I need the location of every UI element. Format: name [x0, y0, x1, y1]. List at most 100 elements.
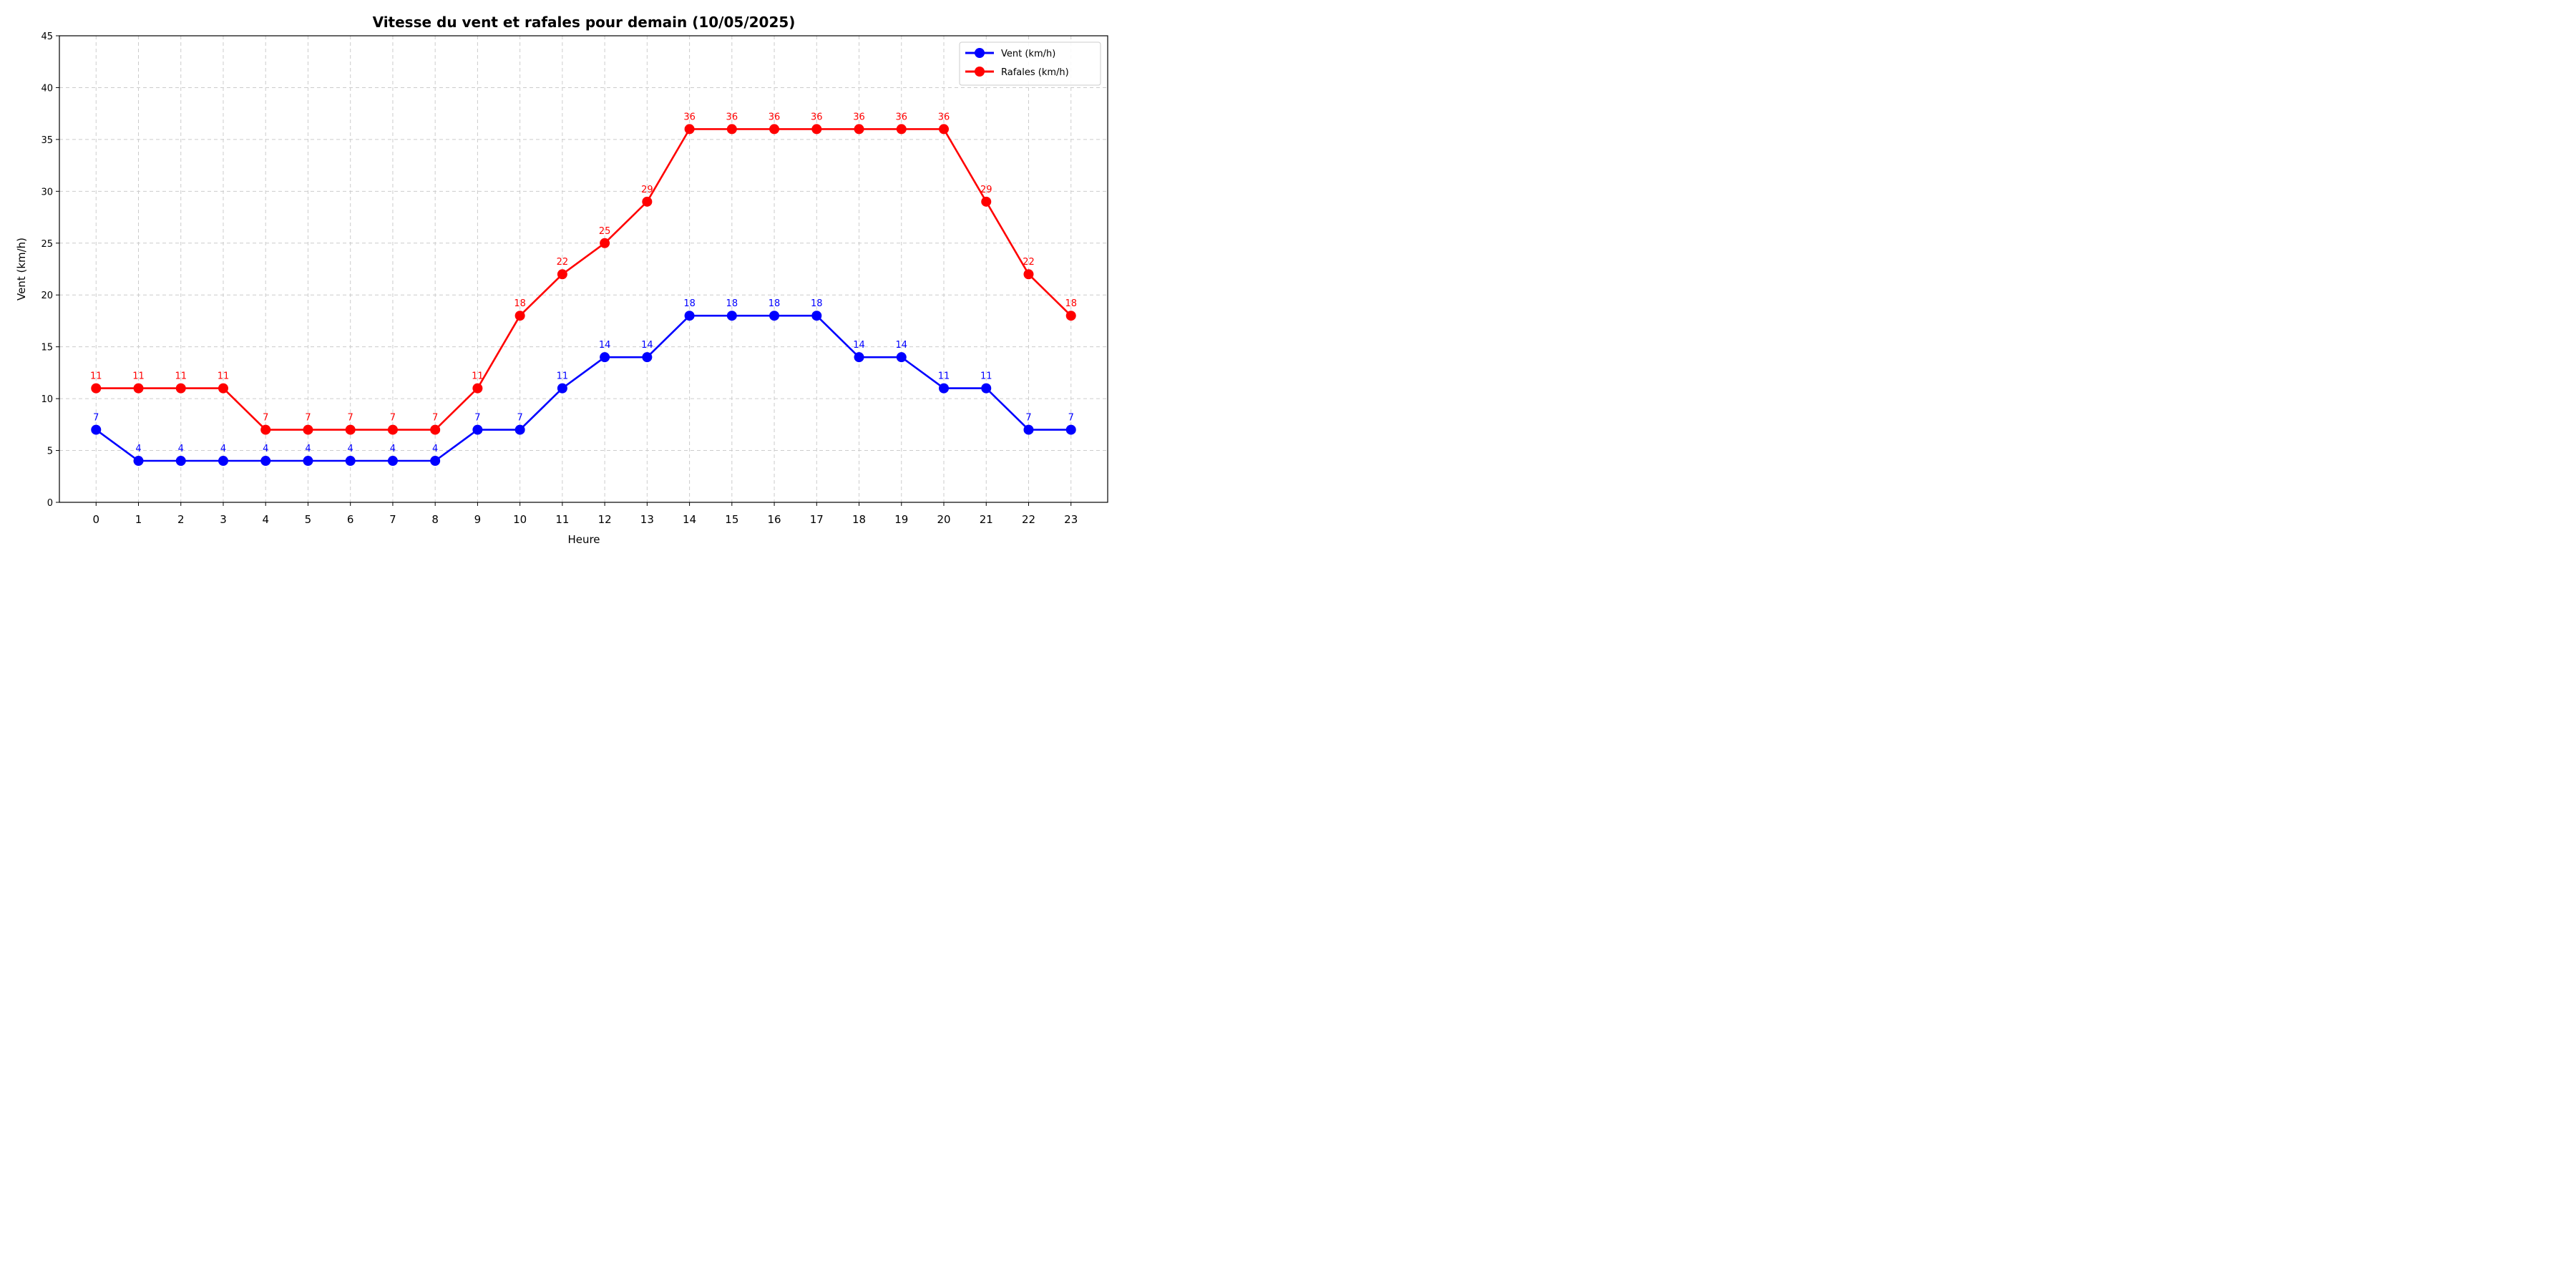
data-point-vent: [769, 311, 780, 321]
y-tick-label: 25: [41, 239, 53, 250]
data-label-rafales: 7: [390, 413, 396, 424]
data-label-rafales: 22: [557, 257, 569, 268]
data-point-rafales: [769, 124, 780, 135]
data-label-vent: 18: [683, 298, 696, 309]
y-tick-label: 10: [41, 394, 53, 405]
series-line-rafales: [96, 128, 1072, 431]
data-point-rafales: [387, 424, 398, 435]
data-label-rafales: 11: [472, 371, 484, 382]
x-tick-label: 13: [640, 513, 654, 526]
x-tick-label: 22: [1022, 513, 1035, 526]
y-tick-label: 35: [41, 135, 53, 146]
data-label-vent: 14: [896, 340, 908, 351]
chart-background: [0, 0, 1122, 561]
data-point-vent: [1065, 424, 1076, 435]
data-point-rafales: [472, 383, 483, 394]
data-point-rafales: [303, 424, 313, 435]
x-tick-label: 16: [768, 513, 781, 526]
data-point-vent: [133, 456, 144, 467]
data-label-vent: 18: [811, 298, 823, 309]
data-label-rafales: 11: [218, 371, 230, 382]
data-label-vent: 7: [517, 413, 523, 424]
data-label-rafales: 7: [432, 413, 438, 424]
legend-box: [959, 42, 1101, 86]
data-point-rafales: [684, 124, 695, 135]
data-point-rafales: [811, 124, 822, 135]
data-point-vent: [387, 456, 398, 467]
data-label-rafales: 29: [980, 185, 992, 195]
x-tick-label: 6: [347, 513, 354, 526]
data-label-vent: 7: [1025, 413, 1031, 424]
data-label-rafales: 36: [683, 112, 696, 122]
data-label-rafales: 18: [514, 298, 526, 309]
data-point-rafales: [175, 383, 186, 394]
x-tick-label: 2: [177, 513, 185, 526]
data-point-vent: [642, 352, 653, 363]
data-point-vent: [345, 456, 356, 467]
x-tick-label: 19: [894, 513, 908, 526]
legend: Vent (km/h) Rafales (km/h): [959, 42, 1101, 86]
data-point-rafales: [642, 196, 653, 207]
data-point-rafales: [557, 269, 567, 280]
x-tick-label: 7: [389, 513, 396, 526]
plot-frame: [59, 35, 1108, 503]
series-vent: 7 4 4 4 4 4 4 4 4 7 7 11 14 14 18 18 18 18 14 14 11 11 7 7: [91, 298, 1076, 467]
y-axis-ticks: 0 5 10 15 20 25 30 35 40 45: [41, 31, 59, 509]
data-label-vent: 4: [390, 444, 396, 454]
data-label-rafales: 29: [641, 185, 653, 195]
x-tick-label: 20: [937, 513, 950, 526]
data-label-rafales: 36: [896, 112, 908, 122]
data-label-rafales: 25: [599, 226, 611, 237]
data-point-rafales: [345, 424, 356, 435]
data-label-vent: 11: [557, 371, 569, 382]
x-tick-label: 14: [683, 513, 696, 526]
x-tick-label: 1: [135, 513, 142, 526]
data-point-vent: [939, 383, 950, 394]
y-tick-label: 20: [41, 291, 53, 301]
data-label-vent: 11: [938, 371, 950, 382]
data-label-vent: 18: [726, 298, 738, 309]
y-tick-label: 15: [41, 343, 53, 353]
data-point-rafales: [133, 383, 144, 394]
grid: [59, 35, 1108, 503]
series-line-vent: [95, 314, 1071, 462]
data-point-rafales: [430, 424, 441, 435]
y-axis-label: Vent (km/h): [15, 238, 28, 301]
data-point-vent: [600, 352, 610, 363]
legend-label-vent: Vent (km/h): [1001, 49, 1055, 59]
data-label-vent: 4: [432, 444, 438, 454]
data-label-vent: 4: [305, 444, 311, 454]
data-label-rafales: 36: [811, 112, 823, 122]
data-point-vent: [218, 456, 228, 467]
legend-marker-vent: [975, 48, 985, 58]
data-point-vent: [303, 456, 313, 467]
data-label-rafales: 22: [1023, 257, 1035, 268]
data-label-vent: 11: [980, 371, 992, 382]
data-point-vent: [91, 424, 102, 435]
data-label-rafales: 36: [853, 112, 865, 122]
data-label-vent: 7: [474, 413, 480, 424]
data-point-vent: [557, 383, 567, 394]
data-point-vent: [726, 311, 737, 321]
data-label-vent: 4: [135, 444, 141, 454]
data-point-rafales: [218, 383, 228, 394]
data-point-rafales: [1065, 311, 1076, 321]
x-tick-label: 5: [305, 513, 312, 526]
data-point-vent: [684, 311, 695, 321]
data-point-vent: [981, 383, 992, 394]
data-label-rafales: 7: [348, 413, 353, 424]
data-point-vent: [260, 456, 271, 467]
data-point-rafales: [854, 124, 864, 135]
data-label-vent: 14: [853, 340, 865, 351]
x-tick-label: 21: [980, 513, 993, 526]
data-label-vent: 18: [769, 298, 781, 309]
y-tick-label: 0: [47, 498, 53, 509]
data-point-vent: [430, 456, 441, 467]
data-point-rafales: [981, 196, 992, 207]
data-label-rafales: 36: [726, 112, 738, 122]
x-tick-label: 18: [852, 513, 866, 526]
data-label-rafales: 7: [305, 413, 311, 424]
x-tick-label: 17: [810, 513, 824, 526]
